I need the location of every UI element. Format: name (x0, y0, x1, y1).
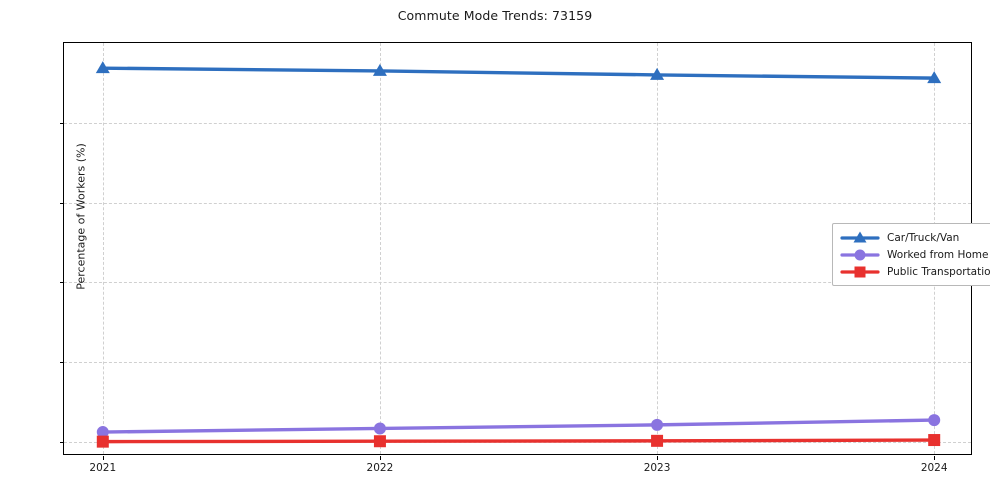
y-axis-label: Percentage of Workers (%) (74, 143, 88, 290)
data-point-marker (650, 67, 665, 80)
chart-title: Commute Mode Trends: 73159 (397, 8, 593, 23)
x-tick-label: 2022 (366, 462, 394, 474)
data-point-marker (927, 71, 942, 84)
series-plot (95, 61, 942, 448)
series-worked-from-home (96, 414, 941, 439)
x-tick-mark (934, 456, 936, 460)
data-point-marker (928, 414, 941, 427)
series-public-transportation (96, 434, 941, 448)
y-tick-mark (60, 202, 64, 204)
legend-item[interactable]: Car/Truck/Van (840, 229, 990, 246)
data-point-marker (928, 434, 941, 447)
y-tick-mark (60, 122, 64, 124)
series-car-truck-van (95, 61, 942, 84)
data-point-marker (96, 435, 109, 448)
x-tick-label: 2024 (920, 462, 948, 474)
data-point-marker (651, 418, 664, 431)
x-tick-mark (102, 456, 104, 460)
chart-legend: Car/Truck/Van Worked from Home Public Tran… (832, 223, 990, 286)
legend-label: Public Transportation (887, 265, 990, 278)
x-tick-mark (379, 456, 381, 460)
legend-marker-circle-icon (840, 247, 880, 263)
legend-label: Car/Truck/Van (887, 231, 960, 244)
data-point-marker (373, 435, 386, 448)
x-tick-label: 2023 (643, 462, 671, 474)
series-line (101, 66, 936, 80)
y-tick-mark (60, 442, 64, 444)
x-tick-mark (657, 456, 659, 460)
data-point-marker (372, 63, 387, 76)
series-line (101, 418, 936, 434)
data-point-marker (373, 422, 386, 435)
y-tick-mark (60, 362, 64, 364)
legend-item[interactable]: Worked from Home (840, 246, 990, 263)
legend-marker-triangle-icon (840, 230, 880, 246)
legend-label: Worked from Home (887, 248, 989, 261)
legend-marker-square-icon (840, 264, 880, 280)
data-point-marker (95, 61, 110, 74)
data-point-marker (651, 434, 664, 447)
y-tick-mark (60, 282, 64, 284)
series-line (101, 438, 936, 444)
data-point-marker (96, 426, 109, 439)
x-tick-label: 2021 (89, 462, 117, 474)
legend-item[interactable]: Public Transportation (840, 263, 990, 280)
